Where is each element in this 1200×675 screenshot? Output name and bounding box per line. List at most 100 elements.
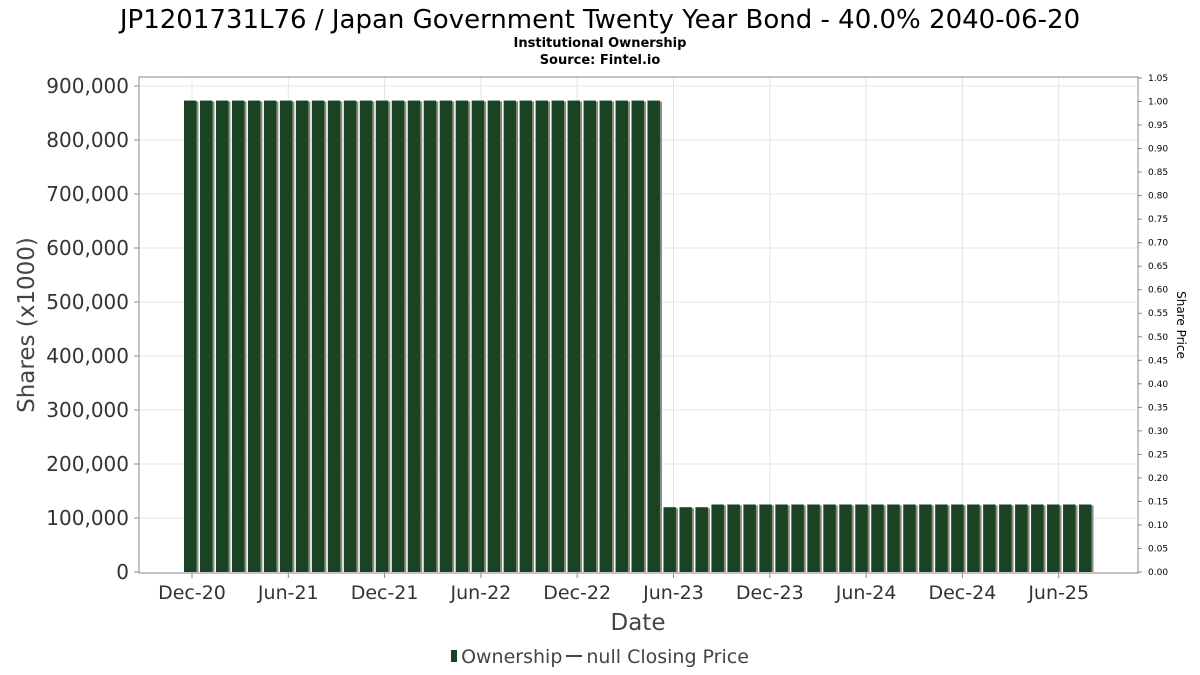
y-tick-label: 100,000 xyxy=(46,506,129,530)
ownership-bar xyxy=(631,100,644,572)
ownership-bar xyxy=(1047,504,1060,572)
x-tick-label: Jun-23 xyxy=(642,582,704,604)
ownership-bar xyxy=(423,100,437,572)
ownership-bar xyxy=(1031,504,1044,572)
chart-legend: Ownership null Closing Price xyxy=(0,646,1200,668)
chart-title: JP1201731L76 / Japan Government Twenty Y… xyxy=(118,5,1080,35)
ownership-bar xyxy=(215,100,229,572)
y2-tick-label: 0.65 xyxy=(1148,262,1168,272)
y-tick-label: 900,000 xyxy=(46,74,129,98)
y2-tick-label: 0.25 xyxy=(1148,450,1168,460)
ownership-bar xyxy=(1015,504,1028,572)
ownership-bar xyxy=(903,504,916,572)
ownership-bar xyxy=(807,504,820,572)
x-tick-label: Jun-22 xyxy=(450,582,512,604)
ownership-bar xyxy=(487,100,501,572)
ownership-bar xyxy=(1079,504,1092,572)
x-tick-label: Dec-22 xyxy=(543,582,611,604)
y2-tick-label: 0.75 xyxy=(1148,215,1168,225)
ownership-bar xyxy=(951,504,964,572)
ownership-bar xyxy=(599,100,613,572)
y-axis-ticks: 0 100,000 200,000 300,000 400,000 500,000 600,… xyxy=(46,74,139,584)
ownership-bar xyxy=(199,100,213,572)
ownership-bar xyxy=(279,100,293,572)
ownership-bar xyxy=(567,100,581,572)
ownership-bar xyxy=(1063,504,1076,572)
ownership-bar xyxy=(967,504,980,572)
y-tick-label: 500,000 xyxy=(46,290,129,314)
ownership-bar xyxy=(519,100,533,572)
ownership-bar xyxy=(359,100,373,572)
y2-tick-label: 0.60 xyxy=(1148,286,1168,296)
ownership-bar xyxy=(535,100,549,572)
ownership-bar xyxy=(999,504,1012,572)
x-tick-label: Jun-25 xyxy=(1027,582,1089,604)
ownership-bar xyxy=(663,507,676,572)
ownership-bar xyxy=(839,504,852,572)
ownership-bar xyxy=(615,100,628,572)
ownership-bar xyxy=(184,100,197,572)
ownership-bar xyxy=(935,504,948,572)
y2-tick-label: 0.15 xyxy=(1148,497,1168,507)
y2-axis-label: Share Price xyxy=(1174,291,1188,359)
y2-tick-label: 0.10 xyxy=(1148,521,1168,531)
y-tick-label: 300,000 xyxy=(46,398,129,422)
ownership-bar xyxy=(775,504,788,572)
ownership-bar xyxy=(343,100,357,572)
y2-tick-label: 1.05 xyxy=(1148,74,1168,84)
y2-tick-label: 0.45 xyxy=(1148,356,1168,366)
y2-tick-label: 0.80 xyxy=(1148,192,1168,202)
y2-tick-label: 0.35 xyxy=(1148,403,1168,413)
x-tick-label: Jun-24 xyxy=(835,582,897,604)
ownership-bar xyxy=(759,504,772,572)
x-axis-label: Date xyxy=(611,610,666,636)
ownership-bar xyxy=(439,100,453,572)
ownership-bar xyxy=(247,100,261,572)
y2-tick-label: 0.05 xyxy=(1148,544,1168,554)
ownership-bar xyxy=(391,100,405,572)
y2-tick-label: 0.50 xyxy=(1148,333,1168,343)
ownership-bar xyxy=(311,100,325,572)
y2-tick-label: 0.70 xyxy=(1148,239,1168,249)
ownership-bars xyxy=(184,100,1094,572)
x-tick-label: Dec-23 xyxy=(736,582,804,604)
x-tick-label: Dec-24 xyxy=(928,582,996,604)
ownership-bar xyxy=(695,507,708,572)
y2-tick-label: 0.95 xyxy=(1148,121,1168,131)
y-tick-label: 700,000 xyxy=(46,182,129,206)
ownership-legend-swatch xyxy=(451,649,458,662)
ownership-bar xyxy=(455,100,469,572)
ownership-bar xyxy=(295,100,309,572)
ownership-bar xyxy=(711,504,724,572)
y2-tick-label: 0.20 xyxy=(1148,474,1168,484)
x-axis-ticks: Dec-20 Jun-21 Dec-21 Jun-22 Dec-22 Jun-23 Dec-… xyxy=(158,573,1089,604)
ownership-bar xyxy=(823,504,836,572)
y2-tick-label: 0.90 xyxy=(1148,145,1168,155)
ownership-bar xyxy=(647,100,660,572)
y-tick-label: 400,000 xyxy=(46,344,129,368)
ownership-bar xyxy=(743,504,756,572)
y2-tick-label: 0.30 xyxy=(1148,427,1168,437)
ownership-bar xyxy=(503,100,517,572)
y2-tick-label: 0.55 xyxy=(1148,309,1168,319)
ownership-bar xyxy=(471,100,485,572)
ownership-legend-label: Ownership xyxy=(461,646,563,668)
y-axis-label: Shares (x1000) xyxy=(14,237,40,413)
x-tick-label: Jun-21 xyxy=(257,582,319,604)
ownership-bar xyxy=(327,100,341,572)
y-tick-label: 200,000 xyxy=(46,452,129,476)
ownership-bar xyxy=(551,100,565,572)
price-legend-line xyxy=(566,654,583,657)
x-tick-label: Dec-21 xyxy=(351,582,419,604)
x-tick-label: Dec-20 xyxy=(158,582,226,604)
ownership-bar xyxy=(407,100,421,572)
ownership-bar xyxy=(983,504,996,572)
ownership-bar xyxy=(263,100,277,572)
ownership-bar xyxy=(231,100,245,572)
ownership-bar xyxy=(583,100,597,572)
y2-tick-label: 0.40 xyxy=(1148,380,1168,390)
ownership-bar xyxy=(375,100,389,572)
price-legend-label: null Closing Price xyxy=(586,646,749,668)
y2-tick-label: 1.00 xyxy=(1148,98,1168,108)
